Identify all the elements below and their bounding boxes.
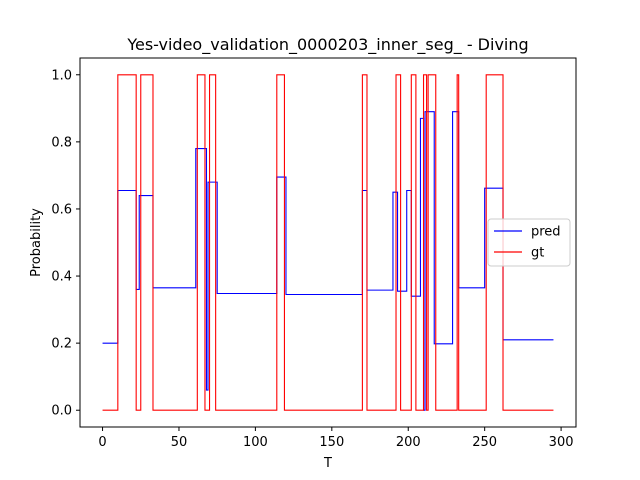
legend: pred gt <box>487 218 571 267</box>
y-tick-label: 0.8 <box>51 135 72 150</box>
x-tick-label: 300 <box>549 435 574 450</box>
x-tick-label: 150 <box>319 435 344 450</box>
y-tick-label: 0.6 <box>51 202 72 217</box>
x-tick-label: 0 <box>98 435 106 450</box>
y-axis-label: Probability <box>29 208 44 277</box>
plot-frame <box>79 57 577 428</box>
y-axis: 0.0 0.2 0.4 0.6 0.8 1.0 <box>51 68 80 419</box>
series-line-gt <box>102 74 554 411</box>
y-tick-label: 0.0 <box>51 404 72 419</box>
y-tick-label: 0.4 <box>51 270 72 285</box>
chart-title: Yes-video_validation_0000203_inner_seg_ … <box>126 35 528 55</box>
x-tick-label: 250 <box>472 435 497 450</box>
x-tick-label: 50 <box>171 435 188 450</box>
y-tick-label: 0.2 <box>51 337 72 352</box>
x-tick-label: 200 <box>396 435 421 450</box>
y-tick-label: 1.0 <box>51 68 72 83</box>
plot-area <box>102 74 554 411</box>
series-line-pred <box>102 111 554 411</box>
x-axis-label: T <box>323 456 332 471</box>
legend-label-gt: gt <box>531 246 544 261</box>
legend-label-pred: pred <box>531 225 561 240</box>
x-tick-label: 100 <box>243 435 268 450</box>
x-axis: 0 50 100 150 200 250 300 <box>98 427 574 450</box>
